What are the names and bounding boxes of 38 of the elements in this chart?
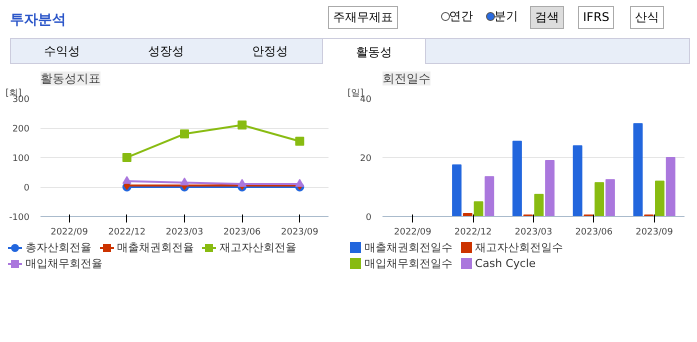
x-tick-label: 2023/06 [223,228,262,238]
legend-label: 총자산회전율 [26,241,92,254]
y-tick-label: 0 [24,184,30,194]
text: 투자분석 [10,11,66,30]
text: 분기 [493,8,519,25]
legend-label: 매출채권회전율 [117,241,194,254]
y-tick-label: 40 [360,95,372,105]
text: IFRS [578,6,614,30]
legend-label: 매출채권회전일수 [364,241,452,254]
x-tick-label: 2023/09 [636,228,674,238]
legend-label: Cash Cycle [475,257,536,270]
x-tick-label: 2022/09 [50,228,88,238]
chart-title: 활동성지표 [40,72,100,86]
y-tick-label: 100 [12,154,30,164]
text: 안정성 [251,43,289,60]
y-tick-label: 20 [360,154,372,164]
text: 산식 [630,6,664,30]
legend-label: 매입채무회전율 [26,257,102,270]
x-tick-label: 2022/12 [454,228,492,238]
y-tick-label: 0 [366,213,372,223]
legend-label: 매입채무회전일수 [364,257,452,270]
legend-label: 재고자산회전일수 [475,241,563,254]
y-tick-label: -100 [9,213,30,223]
y-tick-label: 200 [12,124,30,134]
text: 성장성 [147,43,185,60]
x-tick-label: 2023/03 [166,228,204,238]
legend-label: 재고자산회전율 [220,241,296,254]
text: 주재무제표 [328,6,398,30]
x-tick-label: 2022/09 [394,228,432,238]
x-tick-label: 2023/09 [281,228,319,238]
text: 수익성 [43,43,81,60]
text: 검색 [530,6,564,30]
x-tick-label: 2022/12 [108,228,146,238]
text: 연간 [448,8,474,25]
text: 활동성 [322,38,426,64]
x-tick-label: 2023/06 [575,228,613,238]
chart-title: 회전일수 [382,72,430,86]
x-tick-label: 2023/03 [514,228,552,238]
